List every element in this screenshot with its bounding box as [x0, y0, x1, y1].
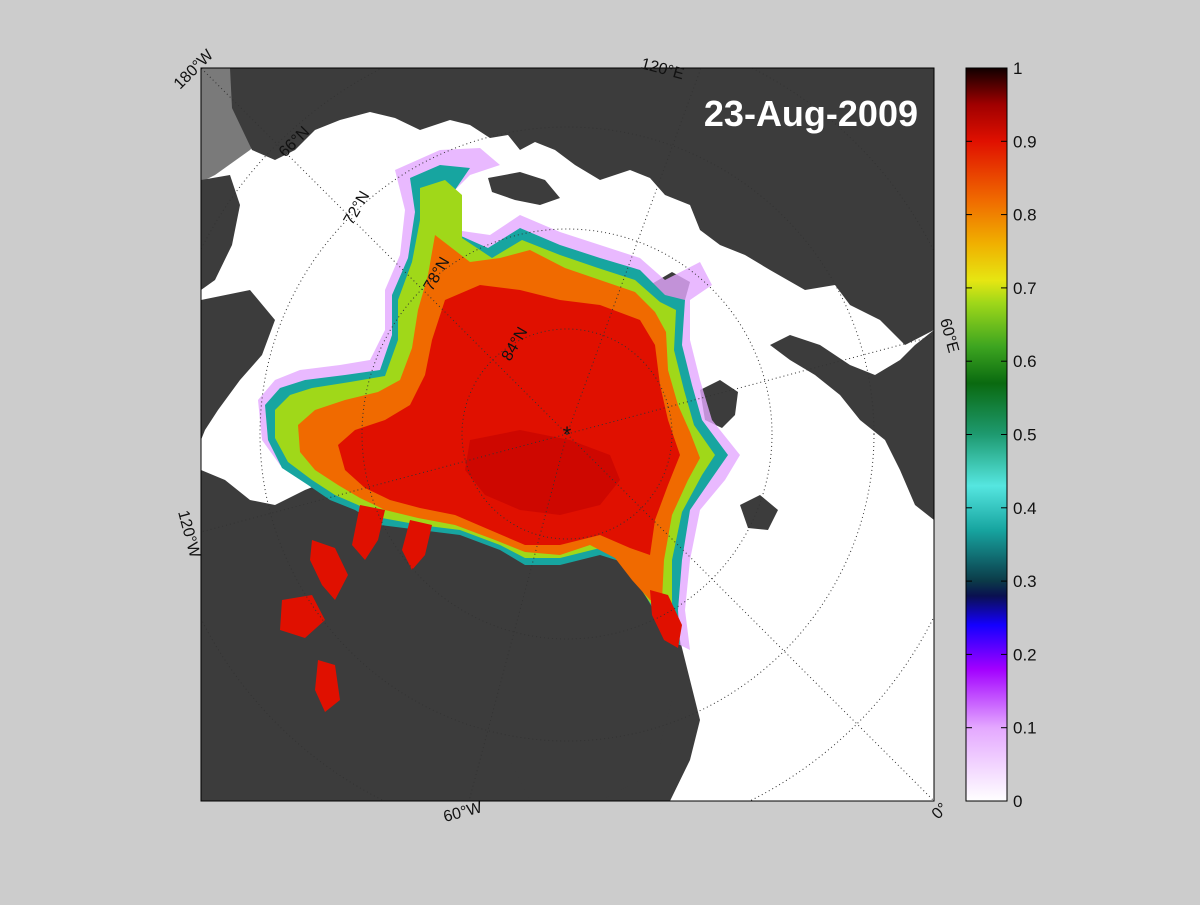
- colorbar-tick-label: 0.4: [1013, 499, 1037, 518]
- lat-circle-72: [259, 126, 875, 742]
- pole-marker: *: [563, 422, 572, 447]
- lon-label-60e: 60°E: [936, 317, 961, 355]
- colorbar-tick-label: 0.8: [1013, 206, 1037, 225]
- date-label: 23-Aug-2009: [704, 93, 918, 134]
- land-siberia: [230, 68, 934, 345]
- colorbar-tick-label: 0.6: [1013, 352, 1037, 371]
- sea-ice-field: [258, 148, 740, 712]
- colorbar-gradient: [965, 67, 1008, 802]
- land-greenland: [490, 565, 672, 801]
- meridian-60e: [566, 335, 934, 435]
- lon-label-0: 0°: [929, 800, 952, 823]
- colorbar-tick-label: 0.1: [1013, 719, 1037, 738]
- colorbar-tick-label: 0.3: [1013, 572, 1037, 591]
- land-svalbard: [700, 380, 778, 530]
- colorbar: 0 0.1 0.2 0.3 0.4 0.5 0.6 0.7 0.8 0.9 1: [965, 59, 1037, 811]
- ice-deep-red: [465, 430, 620, 515]
- land-alaska: [201, 175, 275, 440]
- graticule: [201, 68, 934, 801]
- colorbar-tick-label: 0.9: [1013, 132, 1037, 151]
- ice-channel-2: [280, 540, 348, 712]
- meridian-60w: [468, 433, 568, 801]
- land-scandinavia: [770, 330, 934, 520]
- colorbar-ticks: 0 0.1 0.2 0.3 0.4 0.5 0.6 0.7 0.8 0.9 1: [966, 59, 1037, 811]
- lat-circle-78: [361, 228, 773, 640]
- meridian-120e: [566, 68, 702, 435]
- ice-channel-1: [352, 505, 432, 570]
- ice-east-greenland: [650, 590, 682, 648]
- colorbar-tick-label: 0.7: [1013, 279, 1037, 298]
- colorbar-tick-label: 1: [1013, 59, 1022, 78]
- meridian-0: [566, 433, 934, 801]
- colorbar-tick-label: 0: [1013, 792, 1022, 811]
- map-panel: * 66°N 72°N 78°N 84°N 23-Aug-2009: [201, 68, 934, 801]
- colorbar-tick-label: 0.2: [1013, 645, 1037, 664]
- colorbar-tick-label: 0.5: [1013, 426, 1037, 445]
- lon-label-120w: 120°W: [174, 509, 203, 561]
- lat-circle-84: [461, 328, 673, 540]
- map-border: [200, 67, 935, 802]
- lon-label-60w: 60°W: [442, 799, 485, 826]
